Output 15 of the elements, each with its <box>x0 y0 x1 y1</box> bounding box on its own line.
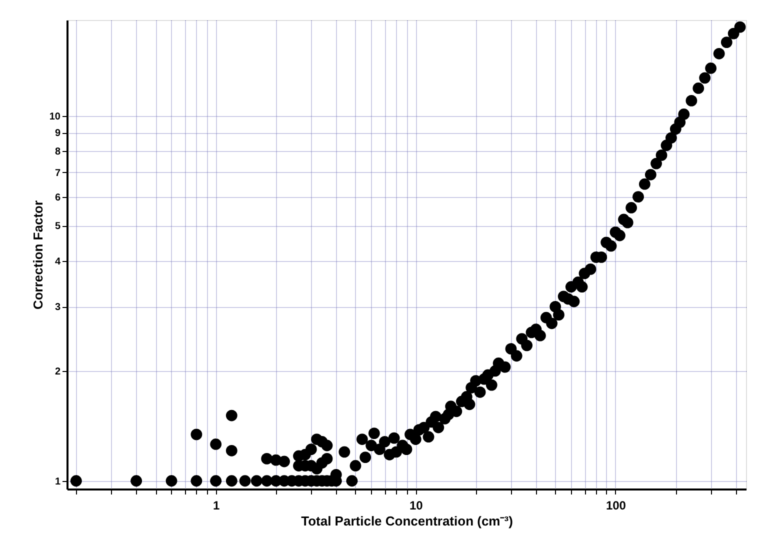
y-tick-label: 7 <box>54 168 61 179</box>
y-tick-label: 9 <box>54 128 61 140</box>
y-tick-label: 10 <box>49 111 61 122</box>
x-tick-label: 100 <box>606 498 626 512</box>
y-tick-label: 1 <box>54 476 61 488</box>
x-axis-title: Total Particle Concentration (cm⁻³) <box>301 514 513 528</box>
x-tick-label: 10 <box>409 498 424 512</box>
y-tick-label: 2 <box>54 366 61 378</box>
y-axis-title: Correction Factor <box>30 200 46 310</box>
y-tick-label: 6 <box>54 192 61 204</box>
y-tick-label: 5 <box>54 221 61 232</box>
x-tick-label: 1 <box>212 498 220 512</box>
y-tick-label: 4 <box>54 256 61 268</box>
y-tick-label: 8 <box>54 146 61 158</box>
y-tick-label: 3 <box>54 302 61 314</box>
